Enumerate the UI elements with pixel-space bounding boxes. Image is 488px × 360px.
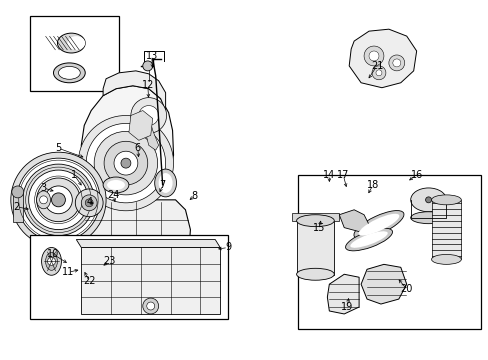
Ellipse shape: [296, 215, 334, 227]
Bar: [431, 200, 460, 260]
Ellipse shape: [431, 195, 460, 205]
Polygon shape: [129, 111, 152, 140]
Ellipse shape: [67, 36, 85, 50]
Ellipse shape: [358, 214, 399, 235]
Ellipse shape: [37, 191, 50, 209]
Ellipse shape: [107, 180, 124, 190]
Ellipse shape: [41, 247, 61, 275]
Circle shape: [121, 158, 131, 168]
Circle shape: [81, 195, 97, 211]
Circle shape: [11, 152, 106, 247]
Text: 11: 11: [62, 267, 74, 277]
Circle shape: [75, 189, 103, 217]
Circle shape: [139, 105, 158, 125]
Circle shape: [371, 66, 385, 80]
Bar: [30, 16, 119, 91]
Circle shape: [51, 193, 65, 207]
Polygon shape: [360, 264, 406, 304]
Text: 17: 17: [336, 170, 349, 180]
Polygon shape: [145, 116, 158, 150]
Ellipse shape: [158, 173, 172, 193]
Text: 19: 19: [340, 302, 353, 312]
Bar: [297, 175, 480, 329]
Ellipse shape: [122, 248, 149, 260]
Polygon shape: [348, 29, 416, 88]
Circle shape: [44, 186, 72, 214]
Circle shape: [86, 123, 165, 203]
Bar: [291, 213, 339, 221]
Circle shape: [114, 151, 138, 175]
Polygon shape: [81, 200, 190, 275]
Text: 24: 24: [106, 190, 119, 200]
Ellipse shape: [431, 255, 460, 264]
Text: 1: 1: [71, 170, 77, 180]
Text: 2: 2: [14, 202, 20, 212]
Circle shape: [85, 199, 93, 207]
Polygon shape: [339, 210, 368, 231]
Circle shape: [375, 70, 381, 76]
Text: 18: 18: [366, 180, 378, 190]
Ellipse shape: [57, 33, 85, 53]
Ellipse shape: [103, 177, 129, 193]
Circle shape: [104, 141, 147, 185]
Text: 9: 9: [224, 243, 231, 252]
Circle shape: [94, 131, 157, 195]
Text: 21: 21: [370, 61, 383, 71]
Ellipse shape: [410, 188, 446, 212]
Circle shape: [425, 197, 431, 203]
Circle shape: [37, 178, 80, 222]
Circle shape: [142, 298, 158, 314]
Text: 16: 16: [410, 170, 422, 180]
Text: 12: 12: [141, 80, 154, 90]
Text: 22: 22: [83, 276, 95, 286]
Circle shape: [388, 55, 404, 71]
Polygon shape: [76, 239, 220, 247]
Text: 15: 15: [313, 222, 325, 233]
Circle shape: [78, 116, 173, 211]
Circle shape: [368, 51, 378, 61]
Circle shape: [142, 61, 152, 71]
Text: 7: 7: [159, 180, 165, 190]
Circle shape: [131, 98, 166, 133]
Ellipse shape: [154, 169, 176, 197]
Circle shape: [392, 59, 400, 67]
Ellipse shape: [59, 66, 80, 79]
Bar: [13, 192, 22, 222]
Text: 5: 5: [55, 143, 61, 153]
Ellipse shape: [349, 231, 387, 248]
Bar: [30, 235, 228, 319]
Polygon shape: [81, 86, 173, 200]
Circle shape: [22, 164, 94, 235]
Circle shape: [146, 302, 154, 310]
Circle shape: [17, 158, 100, 242]
Ellipse shape: [116, 246, 155, 264]
Text: 13: 13: [145, 51, 158, 61]
Polygon shape: [81, 247, 220, 314]
Polygon shape: [326, 274, 358, 314]
Text: 8: 8: [191, 191, 197, 201]
Circle shape: [29, 170, 88, 230]
Text: 4: 4: [86, 197, 92, 207]
Circle shape: [364, 46, 383, 66]
Bar: [296, 221, 334, 275]
Ellipse shape: [410, 212, 446, 224]
Ellipse shape: [353, 211, 403, 239]
Circle shape: [40, 196, 47, 204]
Polygon shape: [103, 71, 165, 111]
Ellipse shape: [296, 268, 334, 280]
Ellipse shape: [345, 228, 392, 251]
Circle shape: [47, 257, 55, 265]
Text: 14: 14: [323, 170, 335, 180]
Text: 3: 3: [41, 183, 46, 193]
Circle shape: [12, 186, 24, 198]
Text: 20: 20: [400, 284, 412, 294]
Ellipse shape: [45, 252, 57, 270]
Text: 23: 23: [102, 256, 115, 266]
Text: 10: 10: [47, 249, 60, 260]
Ellipse shape: [53, 63, 85, 83]
Text: 6: 6: [135, 143, 141, 153]
